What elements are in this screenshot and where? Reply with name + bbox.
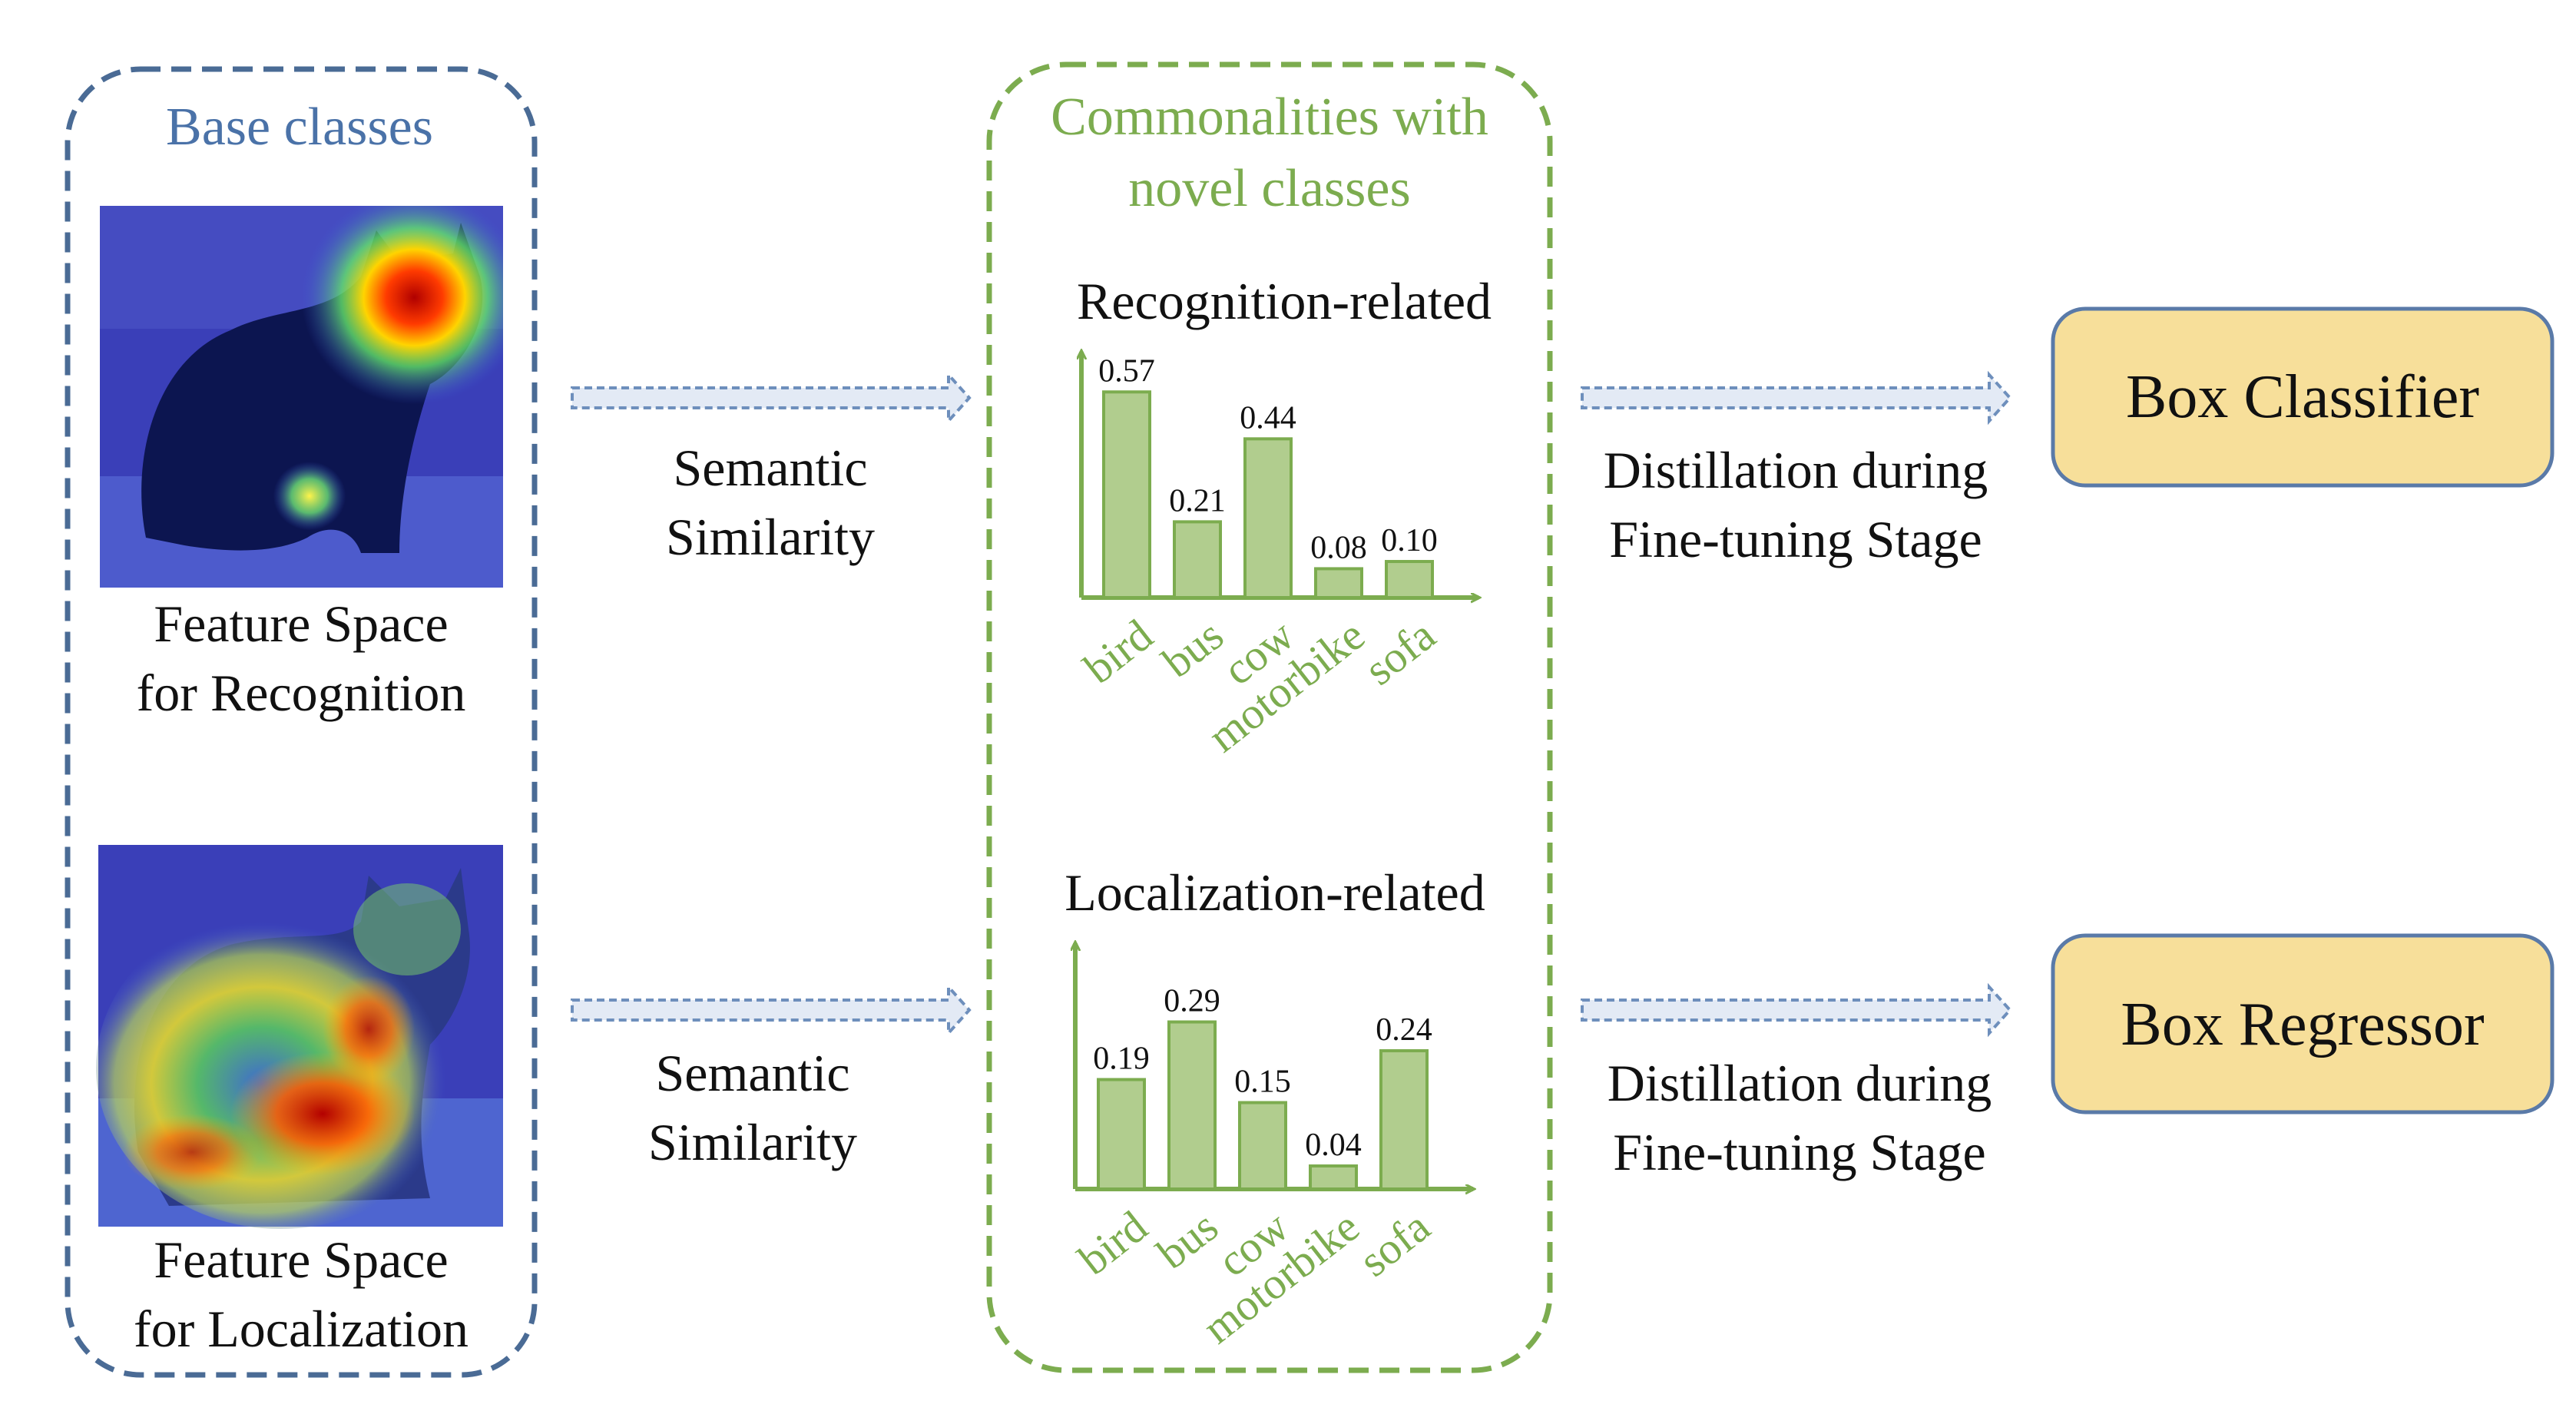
value-label-bus: 0.29 (1164, 984, 1220, 1019)
common-title-line2: novel classes (1128, 159, 1410, 218)
recognition-heatmap-image (100, 206, 503, 588)
recognition-bar-chart: 0.57bird0.21bus0.44cow0.08motorbike0.10s… (1074, 352, 1478, 762)
category-label-sofa: sofa (1355, 610, 1444, 695)
value-label-bird: 0.19 (1093, 1042, 1150, 1077)
bar-motorbike (1309, 1164, 1358, 1191)
value-label-sofa: 0.24 (1376, 1012, 1432, 1048)
base-classes-panel: Base classes Feature Space for Recogniti… (65, 66, 538, 1378)
localization-caption-line2: for Localization (134, 1300, 469, 1358)
bar-sofa (1379, 1049, 1429, 1191)
category-label-bus: bus (1153, 610, 1233, 687)
box-regressor: Box Regressor (2051, 933, 2554, 1115)
distill-top-line1: Distillation during (1604, 441, 1988, 499)
value-label-cow: 0.44 (1240, 400, 1296, 436)
distill-arrow-bottom: Distillation during Fine-tuning Stage (1581, 982, 2012, 1181)
category-label-bird: bird (1069, 1201, 1157, 1285)
semantic-bottom-line2: Similarity (648, 1113, 857, 1171)
semantic-arrow-bottom: Semantic Similarity (571, 982, 972, 1171)
hollow-arrow-top-right (1581, 370, 2012, 426)
value-label-cow: 0.15 (1234, 1065, 1291, 1100)
bar-bird (1102, 390, 1151, 599)
common-panel-border (986, 61, 1553, 1373)
localization-bar-chart: 0.19bird0.29bus0.15cow0.04motorbike0.24s… (1069, 943, 1473, 1353)
base-panel-border (65, 66, 538, 1378)
bar-bus (1173, 520, 1222, 600)
category-label-bus: bus (1147, 1201, 1227, 1279)
value-label-motorbike: 0.04 (1305, 1128, 1362, 1163)
bar-sofa (1385, 560, 1434, 599)
bar-bus (1167, 1020, 1217, 1191)
semantic-arrow-top: Semantic Similarity (571, 370, 972, 566)
bar-bird (1097, 1078, 1146, 1191)
hollow-arrow-top-left (571, 370, 972, 426)
localization-chart-title: Localization-related (1065, 863, 1485, 922)
distill-arrow-top: Distillation during Fine-tuning Stage (1581, 370, 2012, 568)
value-label-sofa: 0.10 (1381, 523, 1438, 558)
semantic-top-line1: Semantic (673, 439, 867, 497)
hollow-arrow-bottom-right (1581, 982, 2012, 1038)
semantic-top-line2: Similarity (666, 508, 875, 566)
common-title-line1: Commonalities with (1051, 88, 1488, 147)
value-label-bus: 0.21 (1169, 483, 1226, 518)
recognition-caption-line1: Feature Space (154, 595, 448, 653)
recognition-caption-line2: for Recognition (137, 664, 466, 722)
box-classifier-label: Box Classifier (2126, 363, 2479, 431)
box-classifier: Box Classifier (2051, 306, 2554, 488)
localization-heatmap-image (96, 845, 503, 1229)
category-label-bird: bird (1074, 610, 1162, 694)
distill-bottom-line2: Fine-tuning Stage (1613, 1123, 1985, 1181)
bar-motorbike (1314, 567, 1363, 600)
base-panel-title: Base classes (166, 98, 433, 157)
category-label-sofa: sofa (1349, 1201, 1439, 1287)
value-label-motorbike: 0.08 (1310, 530, 1367, 565)
box-regressor-label: Box Regressor (2121, 991, 2484, 1058)
localization-caption-line1: Feature Space (154, 1230, 448, 1289)
bar-cow (1238, 1101, 1287, 1191)
value-label-bird: 0.57 (1098, 353, 1155, 389)
semantic-bottom-line1: Semantic (655, 1044, 849, 1102)
hollow-arrow-bottom-left (571, 982, 972, 1038)
distill-top-line2: Fine-tuning Stage (1609, 510, 1982, 568)
recognition-chart-title: Recognition-related (1077, 272, 1492, 330)
distill-bottom-line1: Distillation during (1608, 1054, 1992, 1112)
commonalities-panel: Commonalities with novel classes Recogni… (986, 61, 1553, 1373)
bar-cow (1243, 437, 1293, 599)
